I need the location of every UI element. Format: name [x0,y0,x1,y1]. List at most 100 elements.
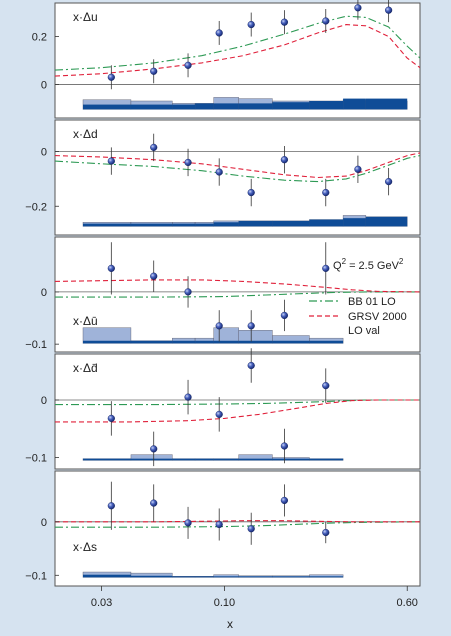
y-tick-label: 0 [41,146,47,158]
legend-grsv-label: GRSV 2000 [348,311,407,323]
data-point [354,165,362,173]
y-tick-label: −0.1 [25,453,47,465]
band-dark [172,340,196,344]
data-points [107,242,330,342]
band-dark [130,223,173,227]
data-point [107,502,115,510]
data-point [215,29,223,37]
curves [55,152,420,183]
band-dark [213,103,239,110]
data-point [322,264,330,272]
band-dark [82,340,131,344]
band-dark [195,340,214,344]
x-tick-label: 0.03 [91,597,112,609]
band-dark [82,458,131,461]
panel-label: x·Δū [73,314,98,328]
data-point [150,272,158,280]
curves [55,279,420,298]
band-dark [172,104,196,110]
band-dark [365,216,408,227]
band-dark [195,576,214,578]
band-dark [130,575,173,578]
band-dark [238,458,273,461]
data-point [215,520,223,529]
curves [55,520,420,528]
band-dark [238,576,273,578]
data-point [322,17,330,25]
band-dark [309,219,344,227]
data-point [280,18,288,26]
panel-frame [54,353,421,470]
data-point [107,264,115,272]
data-point [247,322,255,330]
band-dark [272,458,310,461]
panel-label: x·Δu [73,10,98,24]
uncertainty-bands [82,97,408,110]
data-point [322,528,330,537]
data-points [107,133,393,207]
data-point [150,143,158,151]
band-dark [82,223,131,227]
data-point [247,188,255,197]
band-dark [238,220,273,227]
band-dark [213,576,239,578]
y-tick-label: 0 [41,79,47,91]
data-point [280,311,288,320]
band-dark [195,223,214,227]
data-point [107,157,115,165]
panel-frame [54,470,421,587]
grsv-curve [55,152,420,179]
data-points [107,481,330,545]
bb01-curve [55,291,420,298]
curves [55,15,420,77]
data-point [247,361,255,370]
x-axis-label: x [227,617,233,631]
legend-grsv-label-2: LO val [348,325,380,337]
band-dark [272,220,310,227]
data-point [322,382,330,390]
band-dark [309,340,344,344]
band-dark [172,576,196,578]
panel-5: 0 −0.1 x·Δs [25,470,421,587]
band-dark [238,103,273,110]
band-dark [130,340,173,344]
data-point [107,414,115,423]
data-point [184,61,192,69]
data-point [184,158,192,167]
band-dark [82,104,131,110]
x-tick-label: 0.10 [214,597,235,609]
data-point [184,393,192,401]
curves [55,399,420,423]
data-points [107,0,393,90]
y-tick-label: 0.2 [32,32,47,44]
band-dark [195,103,214,110]
data-point [247,20,255,29]
y-tick-label: −0.1 [25,570,47,582]
panel-1: 0 0.2 x·Δu [32,0,421,119]
bb01-curve [55,521,420,528]
y-tick-label: −0.2 [25,201,47,213]
data-point [280,496,288,505]
data-point [385,6,393,14]
band-dark [272,340,310,344]
uncertainty-bands [82,327,344,344]
band-dark [309,576,344,578]
data-point [280,442,288,450]
legend: Q2 = 2.5 GeV2 BB 01 LO GRSV 2000 LO val [309,257,407,337]
x-axis: 0.03 0.10 0.60 [91,586,418,609]
legend-bb01-label: BB 01 LO [348,296,396,308]
uncertainty-bands [82,571,344,578]
band-dark [213,222,239,227]
data-point [215,168,223,176]
band-dark [195,458,214,461]
data-point [150,445,158,453]
data-point [107,73,115,81]
y-tick-label: 0 [41,287,47,299]
data-point [280,156,288,164]
y-tick-label: 0 [41,395,47,407]
data-point [150,67,158,75]
band-dark [172,223,196,227]
panel-4: 0 −0.1 x·Δd̄ [25,348,421,470]
data-point [215,410,223,418]
